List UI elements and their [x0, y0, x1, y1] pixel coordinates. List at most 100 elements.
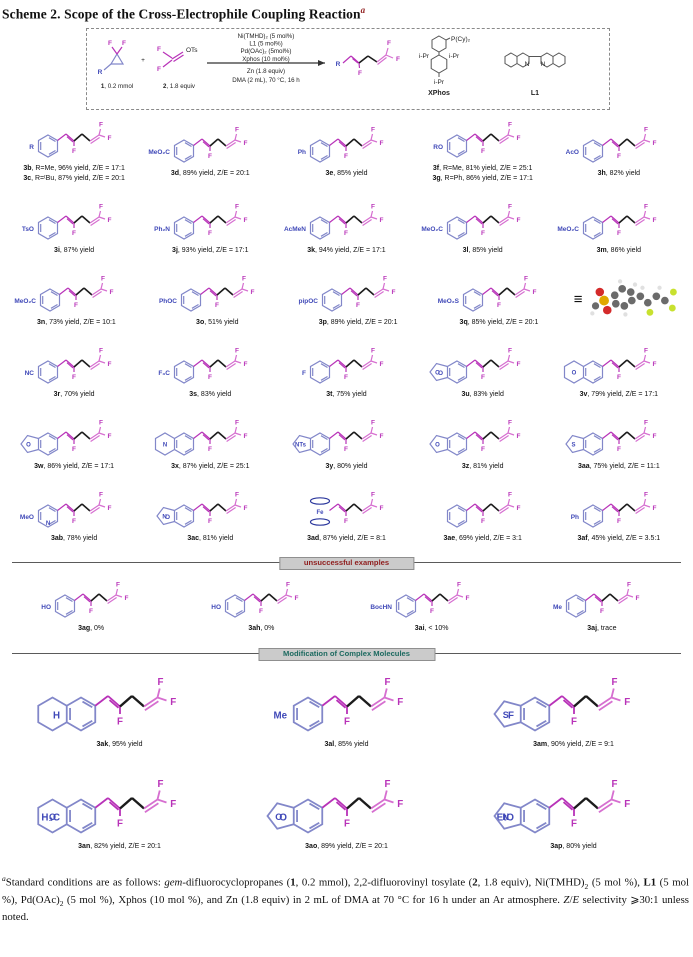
svg-text:Me: Me	[553, 604, 562, 611]
svg-text:F: F	[396, 56, 400, 63]
svg-text:F: F	[380, 433, 384, 440]
svg-text:F: F	[644, 347, 648, 354]
svg-text:F: F	[286, 582, 290, 589]
product-label: 3m, 86% yield	[596, 247, 642, 255]
svg-text:O: O	[572, 370, 577, 376]
product-label: 3h, 82% yield	[597, 169, 641, 177]
product-structure-drawing: RO F F	[433, 121, 520, 158]
product-label: 3ao, 89% yield, Z/E = 20:1	[305, 843, 388, 851]
svg-text:NC: NC	[25, 370, 35, 377]
svg-text:F: F	[481, 374, 485, 381]
product-label: 3n, 73% yield, Z/E = 10:1	[37, 319, 116, 327]
svg-text:AcO: AcO	[565, 149, 578, 156]
product-structure-drawing: MeO₂C F F	[557, 204, 656, 240]
reaction-arrow: Ni(TMHD)₂ (5 mol%) L1 (5 mol%) Pd(OAc)₂ …	[207, 33, 325, 84]
svg-text:F: F	[652, 505, 656, 512]
product-3ai: BocHN F F	[366, 576, 498, 635]
svg-text:H: H	[52, 711, 59, 722]
svg-text:F: F	[72, 446, 76, 453]
footnote-mark: a	[360, 5, 366, 15]
svg-text:F₃C: F₃C	[159, 370, 171, 377]
product-3e: Ph F F	[280, 121, 412, 180]
svg-text:F: F	[371, 347, 375, 354]
svg-text:F: F	[208, 446, 212, 453]
svg-text:F: F	[624, 799, 630, 810]
product-3al: Me F F	[248, 669, 446, 751]
reaction-scheme-drawing: F F R 1, 0.2 mmol + F F OTs 2, 1.8 equiv…	[98, 33, 566, 97]
svg-text:F: F	[72, 230, 76, 237]
svg-text:F: F	[235, 491, 239, 498]
product-structure-drawing: AcO F F	[565, 126, 656, 163]
svg-text:F: F	[387, 40, 391, 47]
svg-text:F: F	[617, 230, 621, 237]
product-label: 3ap, 80% yield	[550, 843, 597, 851]
product-structure-drawing: O F F F	[428, 419, 520, 456]
svg-text:O: O	[275, 812, 282, 822]
svg-text:O: O	[435, 370, 440, 376]
product-3af: Ph F F	[553, 486, 685, 545]
section-banner-complex: Modification of Complex Molecules	[10, 648, 683, 661]
svg-text:F: F	[508, 491, 512, 498]
product-structure-drawing: O O F F	[265, 779, 403, 834]
svg-text:F: F	[122, 40, 126, 47]
product-label: 3v, 79% yield, Z/E = 17:1	[579, 390, 659, 398]
svg-text:F: F	[116, 582, 120, 589]
svg-text:F: F	[508, 204, 512, 211]
product-label: 3ab, 78% yield	[50, 534, 98, 542]
product-row: MeO₂C F F	[6, 270, 687, 329]
product-row: H₃C O F F	[6, 771, 687, 853]
svg-text:F: F	[516, 433, 520, 440]
product-label: 3r, 70% yield	[53, 390, 95, 398]
svg-text:F: F	[384, 677, 390, 688]
product-structure-drawing: Ph₂N F F	[154, 204, 248, 240]
svg-text:F: F	[99, 121, 103, 128]
svg-text:RO: RO	[433, 144, 443, 151]
svg-text:F: F	[465, 595, 469, 602]
svg-text:Xphos (10 mol%): Xphos (10 mol%)	[242, 55, 289, 62]
svg-text:F: F	[74, 302, 78, 309]
plus-sign: +	[141, 57, 145, 64]
svg-text:F: F	[235, 347, 239, 354]
product-label: 3x, 87% yield, Z/E = 25:1	[171, 462, 250, 470]
svg-text:pipOC: pipOC	[299, 298, 319, 305]
svg-text:Ph₂N: Ph₂N	[154, 226, 170, 233]
svg-text:F: F	[481, 446, 485, 453]
product-3ao: O O F F	[248, 771, 446, 853]
svg-text:F: F	[497, 302, 501, 309]
svg-text:F: F	[157, 677, 163, 688]
product-grid: R F F	[0, 116, 693, 853]
product-label: 3d, 89% yield, Z/E = 20:1	[170, 169, 250, 177]
svg-text:BocHN: BocHN	[370, 604, 392, 611]
product-3h: AcO F F	[553, 121, 685, 180]
product-row: H F F	[6, 669, 687, 751]
product-structure-drawing: O F F F	[20, 419, 112, 456]
svg-text:R: R	[336, 61, 341, 68]
svg-text:F: F	[244, 140, 248, 147]
product-structure-drawing: HO F F	[41, 582, 129, 619]
svg-text:F: F	[384, 779, 390, 790]
product-structure-drawing: R F F	[29, 121, 112, 158]
svg-text:F: F	[208, 153, 212, 160]
product-structure-drawing: H F F	[36, 677, 176, 732]
product-label: 3ah, 0%	[248, 625, 275, 633]
svg-text:F: F	[235, 126, 239, 133]
product-structure-drawing: O F F	[563, 347, 656, 384]
ots-label: OTs	[186, 47, 198, 54]
svg-text:F: F	[125, 595, 129, 602]
product-3aa: S F F F	[553, 414, 685, 473]
svg-text:F: F	[617, 153, 621, 160]
svg-text:TsO: TsO	[22, 226, 34, 233]
svg-text:F: F	[644, 204, 648, 211]
product-3m: MeO₂C F F	[553, 198, 685, 257]
product-structure-drawing: Fe F F F	[310, 491, 384, 526]
product-structure-drawing: MeO₂C F F	[149, 126, 248, 163]
xphos-structure: P(Cy)₂ i-Pr i-Pr i-Pr XPhos	[419, 34, 471, 97]
product-3p: pipOC F F	[292, 270, 424, 329]
svg-text:F: F	[117, 717, 123, 728]
product-label: 3t, 75% yield	[326, 390, 367, 398]
svg-text:MeO₂C: MeO₂C	[15, 298, 37, 305]
product-structure-drawing: O O F F	[428, 347, 520, 384]
svg-text:F: F	[215, 302, 219, 309]
svg-text:F: F	[251, 289, 255, 296]
product-label: 3s, 83% yield	[189, 390, 232, 398]
